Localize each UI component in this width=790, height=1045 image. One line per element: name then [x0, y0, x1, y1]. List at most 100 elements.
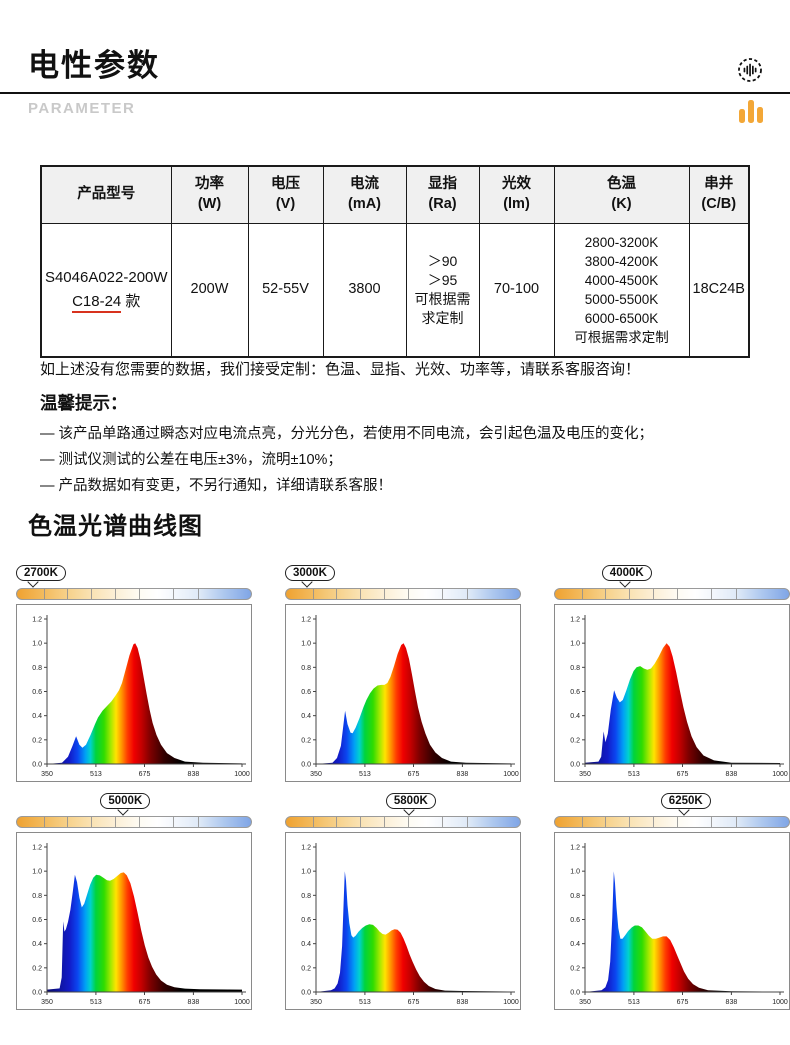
scale-bar-divider	[115, 589, 117, 599]
svg-text:838: 838	[188, 999, 200, 1006]
spectrum-plot: 0.0 0.2 0.4 0.6 0.8 1.0 1.2 350 513 675 838 1000	[570, 615, 788, 778]
spectrum-plot-panel: 0.0 0.2 0.4 0.6 0.8 1.0 1.2 350 513 675 838 1000	[554, 604, 790, 782]
svg-text:0.6: 0.6	[32, 689, 42, 696]
scale-bar-divider	[605, 817, 607, 827]
cell-voltage: 52-55V	[247, 223, 324, 358]
spectrum-chart-5000k: 5000K 0.0 0.2 0.4 0.6 0.8 1.0 1.2 350 513 675 838 1…	[16, 793, 252, 1010]
svg-text:350: 350	[579, 771, 591, 778]
color-temperature-scale-bar	[285, 588, 521, 600]
scale-bar-divider	[384, 589, 386, 599]
header-divider	[0, 92, 790, 94]
scale-bar-divider	[441, 817, 443, 827]
spectrum-plot: 0.0 0.2 0.4 0.6 0.8 1.0 1.2 350 513 675 838 1000	[570, 843, 788, 1006]
list-item: — 该产品单路通过瞬态对应电流点亮，分光分色，若使用不同电流，会引起色温及电压的…	[40, 426, 654, 442]
svg-text:0.6: 0.6	[301, 917, 311, 924]
svg-text:0.0: 0.0	[570, 990, 580, 997]
spec-table: 产品型号 功率 (W) 电压 (V) 电流 (mA) 显指 (Ra) 光效 (lm) 色温…	[40, 165, 750, 358]
spectrum-chart-5800k: 5800K 0.0 0.2 0.4 0.6 0.8 1.0 1.2 350 513 675 838 1…	[285, 793, 521, 1010]
cct-label-badge: 5000K	[100, 793, 151, 809]
spectrum-plot: 0.0 0.2 0.4 0.6 0.8 1.0 1.2 350 513 675 838 1000	[301, 843, 519, 1006]
svg-text:350: 350	[310, 771, 322, 778]
svg-text:1.0: 1.0	[301, 641, 311, 648]
svg-text:0.6: 0.6	[570, 689, 580, 696]
tips-title: 温馨提示：	[40, 393, 128, 413]
col-header-cri: 显指 (Ra)	[405, 165, 480, 224]
list-item: 5000-5500K	[584, 292, 659, 307]
scale-bar-divider	[676, 589, 678, 599]
svg-text:838: 838	[457, 771, 469, 778]
spec-table-row: S4046A022-200W C18-24 款 200W 52-55V 3800…	[40, 223, 750, 358]
svg-text:1000: 1000	[772, 771, 788, 778]
spectrum-chart-4000k: 4000K 0.0 0.2 0.4 0.6 0.8 1.0 1.2 350 513 675 838 1…	[554, 565, 790, 782]
scale-bar-divider	[384, 817, 386, 827]
spectrum-plot-panel: 0.0 0.2 0.4 0.6 0.8 1.0 1.2 350 513 675 838 1000	[285, 604, 521, 782]
svg-text:1.2: 1.2	[301, 617, 311, 624]
cct-label-badge: 3000K	[285, 565, 335, 581]
svg-text:675: 675	[139, 771, 151, 778]
scale-bar-divider	[676, 817, 678, 827]
model-variant-underlined: C18-24	[72, 293, 122, 313]
spectrum-chart-6250k: 6250K 0.0 0.2 0.4 0.6 0.8 1.0 1.2 350 513 675 838 1…	[554, 793, 790, 1010]
spectrum-plot: 0.0 0.2 0.4 0.6 0.8 1.0 1.2 350 513 675 838 1000	[32, 843, 250, 1006]
customization-note: 如上述没有您需要的数据，我们接受定制：色温、显指、光效、功率等，请联系客服咨询！	[40, 361, 641, 378]
cell-series-parallel: 18C24B	[688, 223, 750, 358]
scale-bar-divider	[172, 589, 174, 599]
page-subtitle: PARAMETER	[28, 100, 136, 117]
scale-bar-divider	[172, 817, 174, 827]
scale-bar-divider	[581, 817, 583, 827]
spectrum-charts-grid: 2700K 0.0 0.2 0.4 0.6 0.8 1.0 1.2 350 513 675 838 1…	[16, 565, 790, 1010]
svg-text:1000: 1000	[234, 771, 250, 778]
col-header-voltage: 电压 (V)	[247, 165, 324, 224]
list-item: 可根据需求定制	[574, 330, 669, 345]
cct-label-badge: 6250K	[660, 793, 711, 809]
svg-text:675: 675	[408, 999, 420, 1006]
svg-text:1.2: 1.2	[570, 617, 580, 624]
svg-text:1000: 1000	[772, 999, 788, 1006]
svg-text:675: 675	[677, 771, 689, 778]
scale-bar-divider	[115, 817, 117, 827]
audio-target-icon	[738, 58, 762, 82]
cell-model: S4046A022-200W C18-24 款	[40, 223, 172, 358]
svg-text:838: 838	[726, 999, 738, 1006]
svg-text:0.4: 0.4	[32, 713, 42, 720]
svg-text:0.2: 0.2	[32, 737, 42, 744]
svg-text:0.8: 0.8	[32, 893, 42, 900]
svg-text:1000: 1000	[503, 771, 519, 778]
scale-bar-divider	[628, 589, 630, 599]
cell-current: 3800	[322, 223, 407, 358]
svg-text:0.2: 0.2	[301, 965, 311, 972]
svg-text:0.8: 0.8	[32, 665, 42, 672]
col-header-model: 产品型号	[40, 165, 172, 224]
cell-power: 200W	[170, 223, 249, 358]
svg-text:838: 838	[726, 771, 738, 778]
tips-list: — 该产品单路通过瞬态对应电流点亮，分光分色，若使用不同电流，会引起色温及电压的…	[40, 421, 760, 499]
svg-text:0.6: 0.6	[32, 917, 42, 924]
scale-bar-divider	[359, 817, 361, 827]
svg-text:0.4: 0.4	[301, 941, 311, 948]
svg-text:513: 513	[359, 999, 371, 1006]
col-header-series-parallel: 串并 (C/B)	[688, 165, 750, 224]
svg-text:0.0: 0.0	[301, 762, 311, 769]
list-item: ＞95	[427, 272, 458, 288]
cell-cri: ＞90 ＞95 可根据需 求定制	[405, 223, 480, 358]
svg-text:0.6: 0.6	[570, 917, 580, 924]
svg-text:838: 838	[188, 771, 200, 778]
svg-text:0.8: 0.8	[301, 665, 311, 672]
svg-text:350: 350	[310, 999, 322, 1006]
color-temperature-scale-bar	[16, 816, 252, 828]
list-item: 6000-6500K	[584, 311, 659, 326]
scale-bar-divider	[467, 817, 469, 827]
scale-bar-divider	[67, 817, 69, 827]
scale-bar-divider	[138, 589, 140, 599]
color-temperature-scale-bar	[285, 816, 521, 828]
svg-text:1.2: 1.2	[570, 845, 580, 852]
scale-bar-divider	[467, 589, 469, 599]
svg-text:350: 350	[579, 999, 591, 1006]
list-item: 3800-4200K	[584, 254, 659, 269]
color-temperature-scale-bar	[16, 588, 252, 600]
svg-text:1000: 1000	[503, 999, 519, 1006]
scale-bar-divider	[336, 817, 338, 827]
svg-text:0.2: 0.2	[570, 737, 580, 744]
scale-bar-divider	[653, 817, 655, 827]
svg-text:0.4: 0.4	[570, 941, 580, 948]
